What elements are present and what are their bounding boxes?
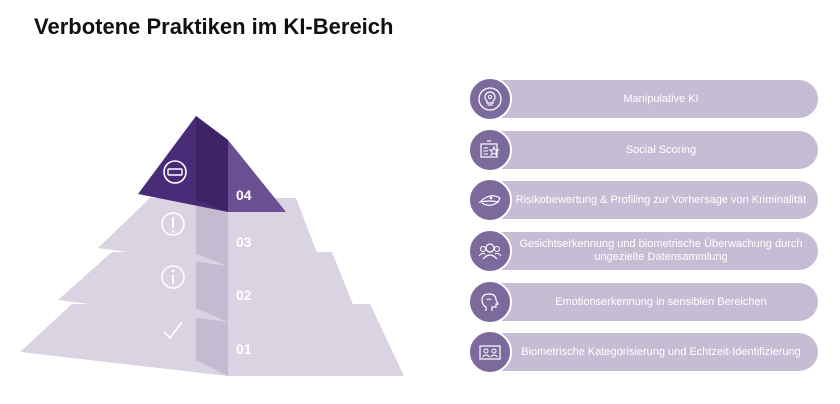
page-title: Verbotene Praktiken im KI-Bereich [34,14,394,39]
level-number-01: 01 [236,341,252,357]
practice-item-social-scoring: Social Scoring [468,128,818,172]
pyramid-level-02 [58,252,360,322]
practice-item-manipulative-ki: Manipulative KI [468,77,818,121]
level-number-03: 03 [236,234,252,250]
practice-item-risk-profiling: Risikobewertung & Profiling zur Vorhersa… [468,178,818,222]
info-icon [161,265,185,289]
level-number-02: 02 [236,287,252,303]
brain-bulb-icon [468,77,512,121]
pyramid-diagram: 04 03 02 01 [20,116,404,376]
level-number-04: 04 [236,187,252,203]
head-profile-icon [468,280,512,324]
pyramid-level-04 [138,116,286,212]
practice-label: Gesichtserkennung und biometrische Überw… [519,238,803,263]
practice-label: Manipulative KI [623,92,699,105]
id-users-icon [468,330,512,374]
practice-label: Emotionserkennung in sensiblen Bereichen [555,295,767,308]
practice-item-biometric-categorization: Biometrische Kategorisierung und Echtzei… [468,330,818,374]
practice-item-face-recognition: Gesichtserkennung und biometrische Überw… [468,229,818,273]
pyramid-level-03 [98,198,322,266]
practice-item-emotion-recognition: Emotionserkennung in sensiblen Bereichen [468,280,818,324]
practice-label: Risikobewertung & Profiling zur Vorhersa… [515,193,807,206]
practice-label: Social Scoring [625,143,697,156]
crowd-face-icon [468,229,512,273]
practice-label: Biometrische Kategorisierung und Echtzei… [521,345,801,358]
checkmark-icon [163,321,183,340]
police-cap-icon [468,178,512,222]
no-entry-icon [163,160,187,184]
exclamation-icon [161,212,185,236]
id-card-star-icon [468,128,512,172]
